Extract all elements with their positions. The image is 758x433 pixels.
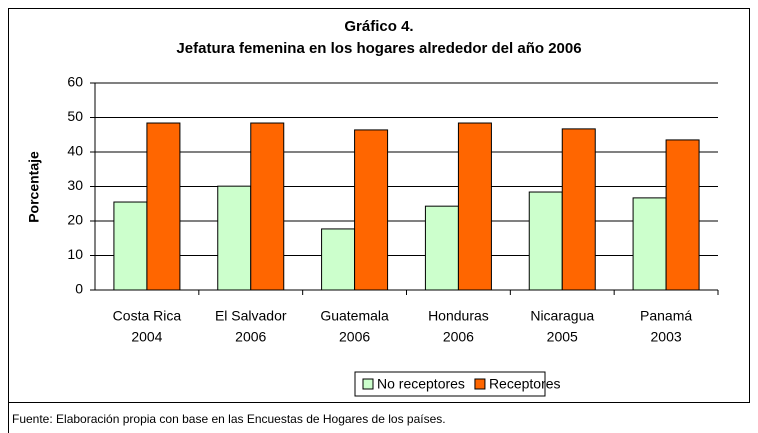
bar	[632, 197, 667, 291]
legend-label: Receptores	[489, 376, 561, 392]
y-tick-label: 60	[67, 74, 83, 90]
bar	[250, 122, 285, 291]
x-tick-label: Costa Rica	[113, 308, 182, 324]
y-tick-label: 20	[67, 212, 83, 228]
y-tick-label: 40	[67, 143, 83, 159]
y-tick-label: 30	[67, 177, 83, 193]
x-tick-label: Guatemala	[320, 308, 389, 324]
legend-swatch	[362, 378, 374, 390]
x-tick-label: 2006	[339, 329, 370, 345]
chart-title: Gráfico 4.	[344, 18, 413, 35]
y-tick-label: 50	[67, 108, 83, 124]
bar	[561, 128, 596, 291]
x-tick-label: 2005	[547, 329, 578, 345]
bar	[665, 139, 700, 291]
x-tick-label: El Salvador	[215, 308, 287, 324]
bar	[528, 191, 563, 291]
y-tick-label: 10	[67, 246, 83, 262]
bar	[146, 122, 181, 291]
x-tick-label: Nicaragua	[530, 308, 594, 324]
bar	[354, 129, 389, 291]
x-tick-label: 2006	[235, 329, 266, 345]
x-tick-label: 2004	[131, 329, 162, 345]
legend-swatch	[474, 378, 486, 390]
legend-box	[354, 371, 546, 397]
chart-subtitle: Jefatura femenina en los hogares alreded…	[176, 40, 581, 57]
legend-label: No receptores	[377, 376, 465, 392]
y-axis-label: Porcentaje	[26, 151, 42, 223]
bar	[424, 205, 459, 291]
x-tick-label: Panamá	[640, 308, 692, 324]
y-tick-label: 0	[75, 281, 83, 297]
source-note: Fuente: Elaboración propia con base en l…	[12, 412, 446, 426]
bar	[217, 185, 252, 291]
bar	[321, 228, 356, 291]
x-tick-label: 2003	[651, 329, 682, 345]
bar	[113, 201, 148, 291]
x-tick-label: Honduras	[428, 308, 489, 324]
x-tick-label: 2006	[443, 329, 474, 345]
bar	[457, 122, 492, 291]
